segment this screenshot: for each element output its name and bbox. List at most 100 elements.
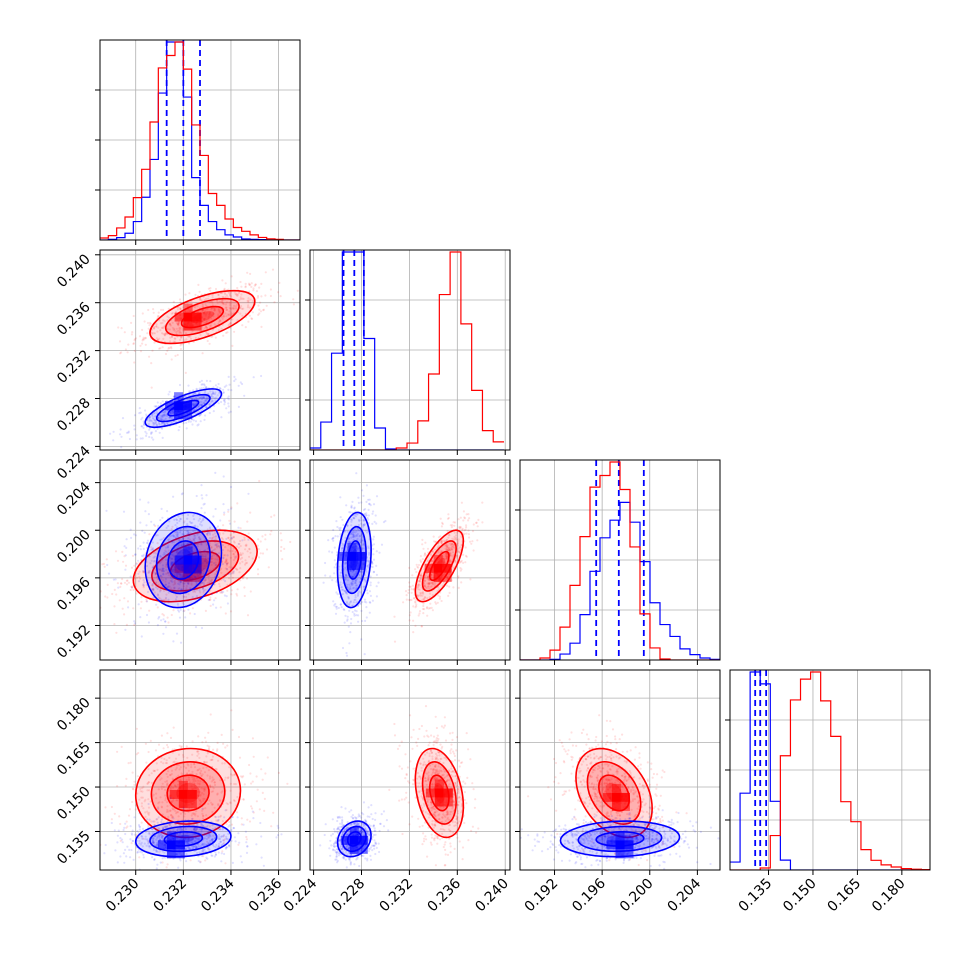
scatter-point: [596, 779, 599, 782]
scatter-point: [205, 319, 209, 322]
scatter-point: [227, 388, 230, 391]
scatter-point: [246, 550, 249, 553]
scatter-point: [581, 830, 584, 833]
scatter-point: [202, 581, 205, 585]
scatter-point: [227, 395, 230, 398]
scatter-point: [179, 812, 182, 815]
scatter-point: [438, 817, 441, 821]
scatter-point: [318, 528, 320, 530]
scatter-point: [206, 308, 209, 311]
scatter-point: [445, 775, 448, 778]
scatter-point: [209, 784, 212, 787]
scatter-point: [444, 553, 448, 556]
scatter-point: [148, 324, 151, 327]
scatter-point: [447, 546, 450, 550]
scatter-point: [648, 843, 652, 846]
scatter-point: [624, 777, 627, 781]
scatter-point: [454, 560, 457, 563]
scatter-point: [629, 813, 632, 816]
scatter-point: [186, 772, 189, 775]
scatter-point: [466, 776, 469, 780]
scatter-point: [167, 549, 170, 552]
scatter-point: [438, 754, 441, 757]
scatter-point: [655, 783, 659, 786]
scatter-point: [148, 581, 151, 584]
scatter-point: [174, 581, 177, 584]
scatter-point: [198, 404, 201, 407]
scatter-point: [227, 510, 230, 513]
scatter-point: [229, 314, 232, 317]
scatter-point: [204, 559, 207, 563]
scatter-point: [200, 400, 203, 404]
scatter-point: [471, 530, 475, 533]
scatter-point: [594, 793, 597, 796]
scatter-point: [175, 811, 179, 814]
scatter-point: [135, 562, 138, 565]
scatter-point: [223, 288, 226, 291]
scatter-point: [561, 793, 564, 797]
scatter-point: [582, 779, 585, 782]
scatter-point: [157, 596, 161, 599]
scatter-point: [233, 541, 236, 544]
scatter-point: [161, 415, 164, 418]
scatter-point: [527, 795, 530, 798]
scatter-point: [161, 801, 164, 804]
scatter-point: [571, 765, 575, 768]
scatter-point: [405, 594, 408, 597]
scatter-point: [427, 582, 430, 585]
scatter-point: [453, 531, 456, 534]
scatter-point: [610, 835, 613, 838]
scatter-point: [607, 834, 611, 837]
scatter-point: [211, 803, 214, 806]
scatter-point: [183, 339, 186, 342]
scatter-point: [185, 779, 188, 782]
scatter-point: [214, 537, 217, 541]
scatter-point: [161, 419, 164, 422]
scatter-point: [471, 782, 474, 785]
scatter-point: [658, 804, 661, 807]
scatter-point: [113, 588, 116, 592]
scatter-point: [234, 307, 238, 310]
scatter-point: [205, 386, 208, 389]
scatter-point: [455, 749, 458, 752]
scatter-point: [250, 282, 253, 285]
scatter-point: [425, 587, 428, 590]
scatter-point: [155, 420, 158, 424]
scatter-point: [161, 613, 164, 616]
scatter-point: [142, 579, 145, 582]
scatter-point: [227, 572, 230, 575]
scatter-point: [211, 294, 214, 297]
scatter-point: [436, 770, 439, 773]
scatter-point: [196, 769, 199, 772]
scatter-point: [449, 559, 452, 563]
scatter-point: [251, 737, 254, 740]
scatter-point: [166, 782, 169, 785]
scatter-point: [451, 770, 454, 773]
scatter-point: [217, 804, 220, 807]
scatter-point: [156, 818, 159, 821]
scatter-point: [427, 779, 430, 782]
scatter-point: [186, 532, 189, 535]
scatter-point: [456, 544, 459, 547]
scatter-point: [583, 801, 586, 804]
scatter-point: [575, 744, 578, 748]
scatter-point: [181, 575, 185, 578]
scatter-point: [447, 828, 450, 831]
scatter-point: [233, 773, 236, 776]
scatter-point: [141, 328, 144, 331]
scatter-point: [586, 755, 589, 758]
scatter-point: [249, 590, 252, 593]
density-block: [174, 312, 184, 322]
scatter-point: [587, 755, 590, 758]
scatter-point: [156, 315, 159, 318]
scatter-point: [170, 358, 173, 361]
scatter-point: [239, 306, 242, 310]
scatter-point: [451, 738, 454, 742]
scatter-point: [202, 540, 205, 544]
scatter-point: [463, 791, 466, 794]
scatter-point: [463, 516, 466, 519]
scatter-point: [617, 757, 621, 760]
scatter-point: [443, 864, 446, 867]
scatter-point: [418, 579, 421, 583]
scatter-point: [444, 819, 447, 823]
